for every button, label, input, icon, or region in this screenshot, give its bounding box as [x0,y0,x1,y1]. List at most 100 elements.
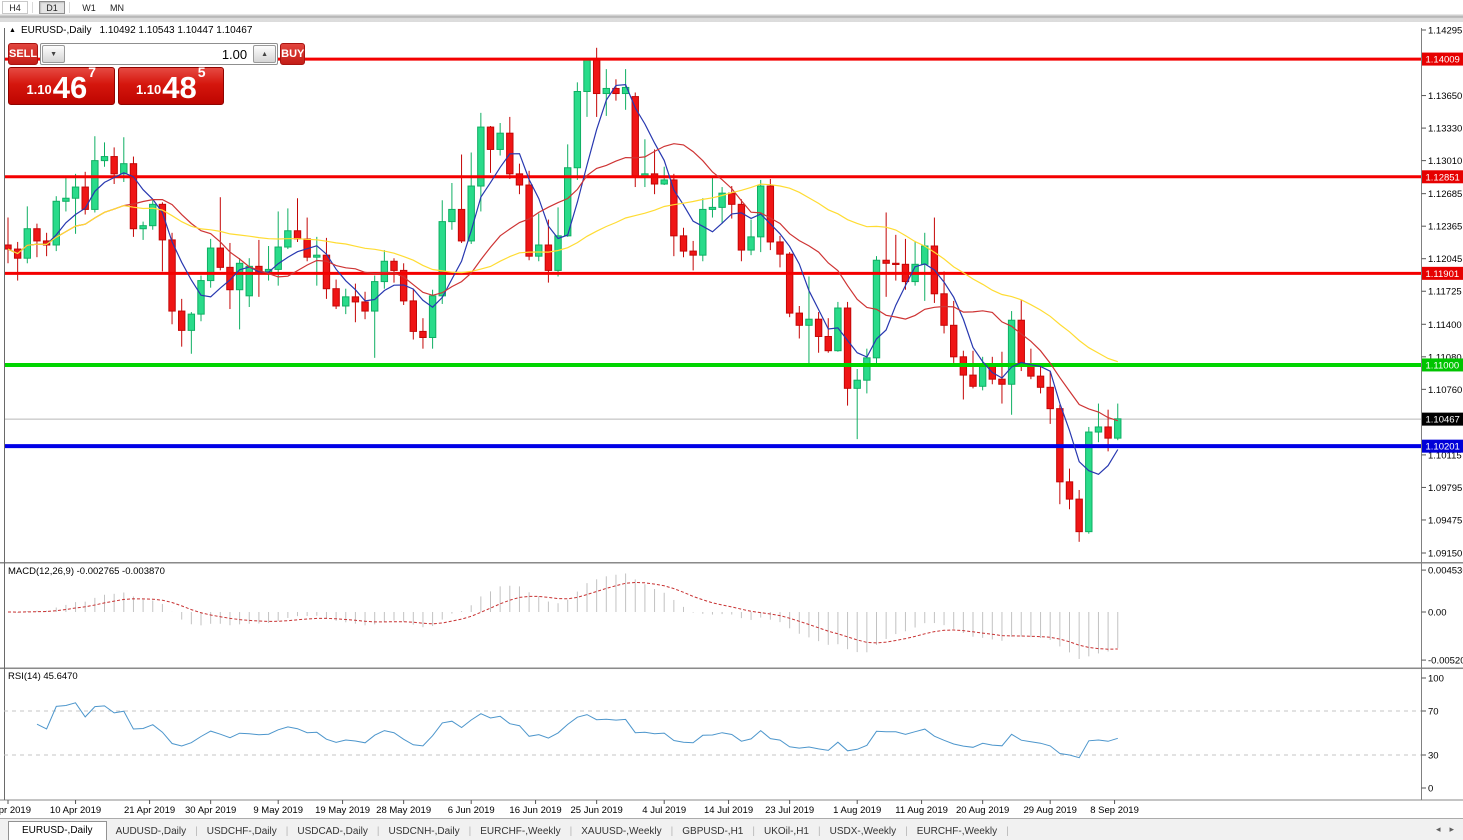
buy-price-button[interactable]: 1.10 48 5 [117,64,224,105]
svg-text:1.11080: 1.11080 [1428,352,1462,363]
svg-text:1.09795: 1.09795 [1428,483,1462,494]
svg-text:1.12851: 1.12851 [1426,172,1460,183]
volume-decrease-button[interactable]: ▼ [42,45,66,63]
tab-separator: | [468,826,472,837]
toolbar-separator [69,1,70,13]
svg-text:16 Jun 2019: 16 Jun 2019 [509,805,561,816]
svg-text:21 Apr 2019: 21 Apr 2019 [124,805,175,816]
svg-text:1.10760: 1.10760 [1428,385,1462,396]
svg-text:1.13010: 1.13010 [1428,156,1462,167]
buy-button[interactable]: BUY [280,43,306,65]
svg-text:14 Jul 2019: 14 Jul 2019 [704,805,753,816]
svg-text:1.13650: 1.13650 [1428,91,1462,102]
timeframe-toolbar: H4 D1 W1 MN [0,0,1463,14]
tab-usdchf-daily[interactable]: USDCHF-,Daily [206,826,277,837]
toolbar-separator [32,1,33,13]
tab-separator: | [285,826,289,837]
svg-text:1.11400: 1.11400 [1428,320,1462,331]
price-axis: 1.14295 1.13650 1.13330 1.13010 1.12685 1.123… [1421,26,1462,560]
svg-text:1.12365: 1.12365 [1428,222,1462,233]
tab-scroll-right-icon[interactable]: ▸ [1449,824,1454,834]
svg-text:19 May 2019: 19 May 2019 [315,805,370,816]
tab-navigation: ◂ ▸ [1427,819,1463,840]
svg-text:1.10115: 1.10115 [1428,450,1462,461]
svg-text:9 May 2019: 9 May 2019 [253,805,303,816]
svg-text:1.11725: 1.11725 [1428,287,1462,298]
volume-increase-button[interactable]: ▲ [253,45,277,63]
chart-tabs: EURUSD-,Daily AUDUSD-,Daily | USDCHF-,Daily… [0,819,1427,840]
timeframe-button-mn[interactable]: MN [110,2,124,13]
svg-text:4 Jul 2019: 4 Jul 2019 [642,805,686,816]
toolbar-bottom-edge [0,14,1463,22]
timeframe-button-d1[interactable]: D1 [39,0,65,14]
tab-eurchf-weekly[interactable]: EURCHF-,Weekly [480,826,561,837]
chart-tab-bar: EURUSD-,Daily AUDUSD-,Daily | USDCHF-,Daily… [0,818,1463,840]
svg-text:70: 70 [1428,707,1439,718]
sell-price-pip-digit: 7 [88,64,97,80]
svg-text:1.09150: 1.09150 [1428,549,1462,560]
tab-separator: | [905,826,908,837]
tab-separator: | [1006,826,1009,837]
tab-eurchf-weekly[interactable]: EURCHF-,Weekly [916,826,998,837]
rsi-panel: 100 70 30 0 [4,674,1444,795]
candles-layer [4,47,1122,542]
buy-price-pip-digit: 5 [197,64,206,80]
macd-indicator-label: MACD(12,26,9) -0.002765 -0.003870 [8,566,165,577]
svg-text:1.14009: 1.14009 [1426,55,1460,66]
tab-ukoil-h1[interactable]: UKOil-,H1 [763,826,809,837]
tab-scroll-left-icon[interactable]: ◂ [1435,824,1441,834]
svg-text:1.13330: 1.13330 [1428,124,1462,135]
sell-price-big-digits: 46 [52,70,88,105]
tab-usdcad-daily[interactable]: USDCAD-,Daily [297,826,368,837]
svg-text:1.14295: 1.14295 [1428,26,1462,37]
collapse-triangle-icon: ▲ [9,27,16,34]
horizontal-lines-layer [4,57,1421,449]
tab-eurusd-daily[interactable]: EURUSD-,Daily [8,821,107,840]
tab-separator: | [569,826,573,837]
sell-price-button[interactable]: 1.10 46 7 [8,64,115,105]
svg-text:20 Aug 2019: 20 Aug 2019 [956,805,1009,816]
moving-averages-layer [7,83,1119,475]
tab-usdcnh-daily[interactable]: USDCNH-,Daily [388,826,460,837]
buy-price-big-digits: 48 [162,70,197,105]
tab-gbpusd-h1[interactable]: GBPUSD-,H1 [682,826,744,837]
volume-box: ▼ ▲ [40,43,279,65]
svg-text:30: 30 [1428,751,1439,762]
svg-text:1.10201: 1.10201 [1426,442,1460,453]
chart-symbol-label: EURUSD-,Daily [20,25,92,36]
triangle-down-icon: ▼ [50,51,58,58]
svg-text:0: 0 [1428,784,1433,795]
tab-separator: | [376,826,380,837]
tab-separator: | [195,826,198,837]
tab-audusd-daily[interactable]: AUDUSD-,Daily [115,826,187,837]
svg-text:1.11000: 1.11000 [1426,360,1460,371]
buy-price-prefix: 1.10 [135,82,162,97]
timeframe-button-w1[interactable]: W1 [82,2,96,13]
volume-input[interactable] [66,44,253,64]
tab-xauusd-weekly[interactable]: XAUUSD-,Weekly [581,826,662,837]
svg-text:28 May 2019: 28 May 2019 [376,805,431,816]
svg-text:1 Apr 2019: 1 Apr 2019 [0,805,31,816]
tab-separator: | [818,826,821,837]
svg-text:29 Aug 2019: 29 Aug 2019 [1024,805,1077,816]
tab-separator: | [752,826,755,837]
svg-text:1.09475: 1.09475 [1428,515,1462,526]
sell-button[interactable]: SELL [8,43,39,65]
svg-text:1 Aug 2019: 1 Aug 2019 [833,805,881,816]
svg-text:10 Apr 2019: 10 Apr 2019 [50,805,101,816]
svg-text:1.12685: 1.12685 [1428,189,1462,200]
svg-text:1.10467: 1.10467 [1426,415,1460,426]
one-click-trading-widget: SELL ▼ ▲ BUY 1.10 46 7 1.10 48 5 [8,43,306,105]
svg-text:100: 100 [1428,674,1444,685]
triangle-up-icon: ▲ [261,51,269,58]
date-axis: 1 Apr 2019 10 Apr 2019 21 Apr 2019 30 Apr 2… [0,800,1139,816]
price-marker-chips: 1.14009 1.12851 1.11901 1.11000 1.10467 1.102… [1422,52,1463,453]
timeframe-button-h4[interactable]: H4 [2,0,28,14]
chart-title: ▲ EURUSD-,Daily 1.10492 1.10543 1.10447 1.… [9,25,252,36]
chart-canvas[interactable]: 1.14295 1.13650 1.13330 1.13010 1.12685 1.123… [0,22,1463,818]
rsi-indicator-label: RSI(14) 45.6470 [8,671,78,682]
tab-separator: | [670,826,674,837]
tab-usdx-weekly[interactable]: USDX-,Weekly [829,826,897,837]
chart-ohlc-values: 1.10492 1.10543 1.10447 1.10467 [99,25,253,36]
svg-text:8 Sep 2019: 8 Sep 2019 [1090,805,1139,816]
